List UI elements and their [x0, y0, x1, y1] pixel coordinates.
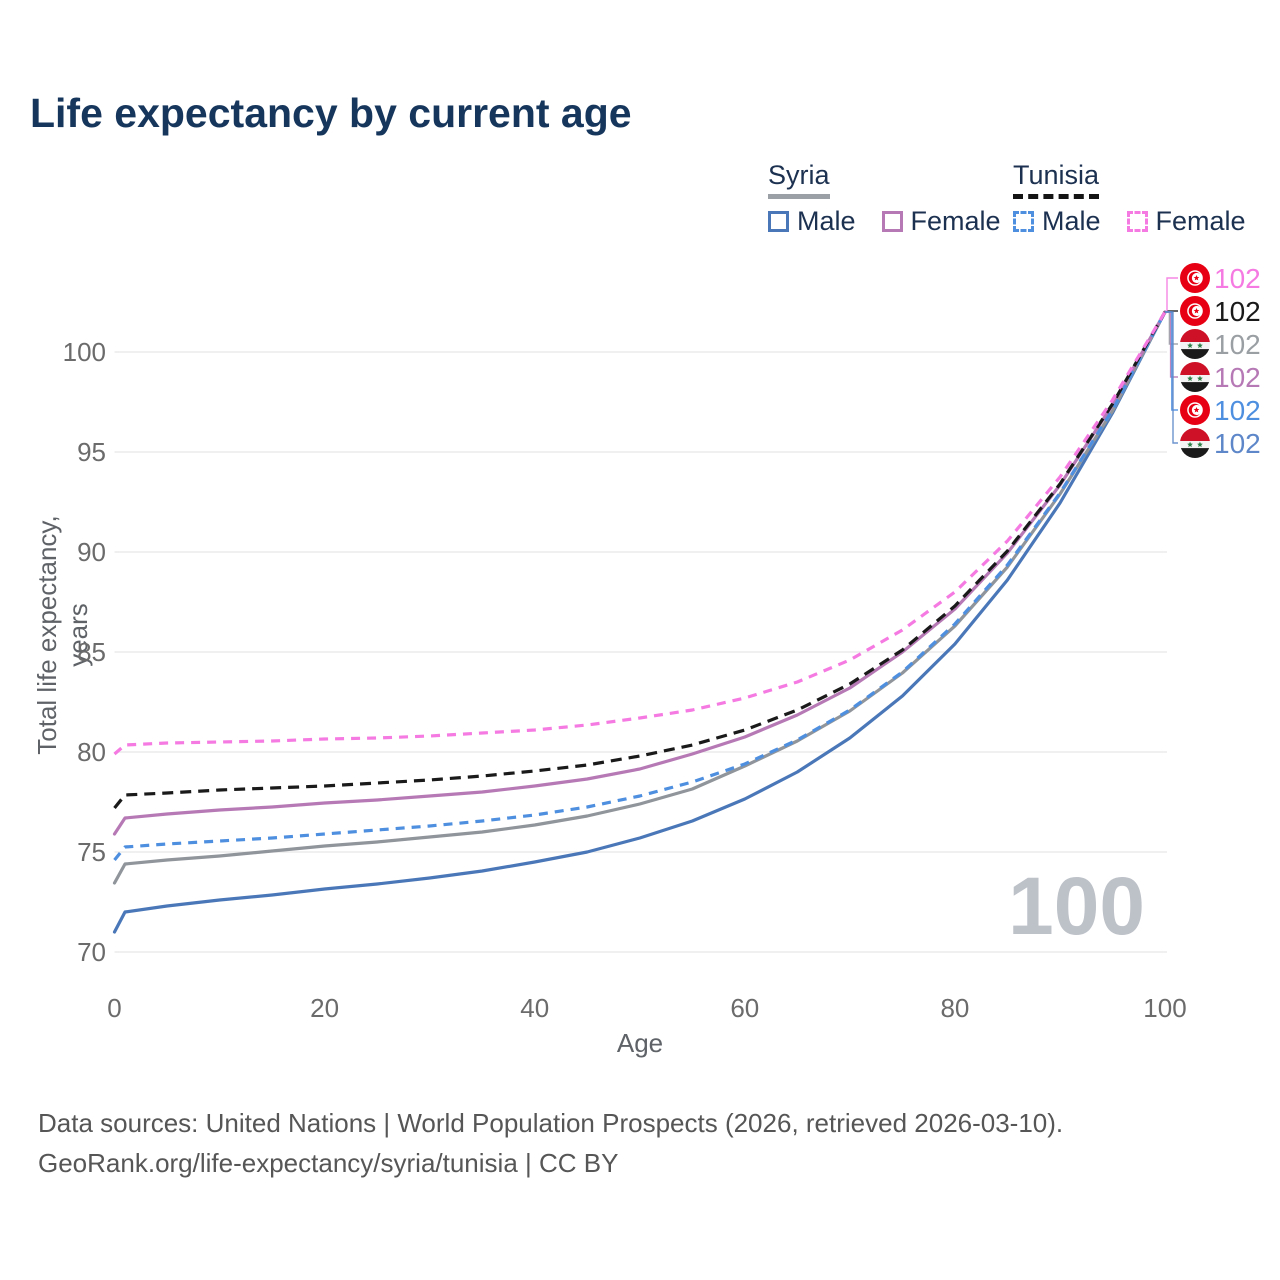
x-tick-label: 80	[940, 993, 969, 1023]
x-tick-label: 40	[520, 993, 549, 1023]
y-tick-label: 80	[77, 737, 106, 767]
legend-country-tunisia[interactable]: Tunisia	[1013, 160, 1100, 199]
tunisia-flag-icon	[1180, 263, 1210, 293]
gridlines: 70 75 80 85 90 95 100 0 20 40 60 80 100	[63, 337, 1187, 1023]
x-axis-title: Age	[616, 1028, 664, 1058]
end-label-tunisia-overall[interactable]: 102	[1180, 296, 1261, 327]
x-tick-label: 60	[730, 993, 759, 1023]
legend-item-label: Male	[797, 206, 856, 236]
footer-data-sources: Data sources: United Nations | World Pop…	[38, 1108, 1064, 1138]
x-tick-label: 0	[107, 993, 121, 1023]
footer-attribution: GeoRank.org/life-expectancy/syria/tunisi…	[38, 1148, 619, 1178]
end-label-value: 102	[1214, 329, 1261, 360]
tunisia-female-swatch-icon	[1126, 211, 1148, 232]
legend-item-tunisia-female[interactable]: Female	[1126, 206, 1246, 237]
y-tick-label: 100	[63, 337, 106, 367]
series-lines	[112, 310, 1167, 934]
end-label-value: 102	[1214, 395, 1261, 426]
x-tick-label: 20	[310, 993, 339, 1023]
x-tick-label: 100	[1143, 993, 1186, 1023]
tunisia-flag-icon	[1180, 395, 1210, 425]
series-line-tunisia-female[interactable]	[113, 311, 1167, 756]
end-label-syria-female[interactable]: 102	[1180, 362, 1261, 393]
legend-item-syria-male[interactable]: Male	[768, 206, 856, 237]
syria-flag-icon	[1180, 362, 1210, 392]
end-label-syria-overall[interactable]: 102	[1180, 329, 1261, 360]
legend-group-syria: Syria Male Female	[768, 160, 1001, 237]
end-label-tunisia-male[interactable]: 102	[1180, 395, 1261, 426]
legend-item-label: Female	[1155, 206, 1246, 236]
end-label-value: 102	[1214, 428, 1261, 459]
end-label-syria-male[interactable]: 102	[1180, 428, 1261, 459]
legend-group-tunisia: Tunisia Male Female	[1013, 160, 1246, 237]
end-label-value: 102	[1214, 263, 1261, 294]
syria-female-swatch-icon	[881, 211, 903, 232]
legend-item-tunisia-male[interactable]: Male	[1013, 206, 1101, 237]
legend-item-label: Female	[910, 206, 1001, 236]
end-label-value: 102	[1214, 362, 1261, 393]
leader-line	[1165, 311, 1178, 444]
syria-male-swatch-icon	[768, 211, 789, 232]
page-title: Life expectancy by current age	[30, 90, 632, 136]
y-tick-label: 85	[77, 637, 106, 667]
age-watermark: 100	[1008, 861, 1145, 952]
legend-item-label: Male	[1042, 206, 1101, 236]
series-line-tunisia-male[interactable]	[113, 311, 1167, 862]
y-tick-label: 90	[77, 537, 106, 567]
series-line-syria-male[interactable]	[112, 310, 1167, 934]
tunisia-male-swatch-icon	[1013, 211, 1034, 232]
syria-flag-icon	[1180, 428, 1210, 458]
y-tick-label: 95	[77, 437, 106, 467]
leader-line	[1165, 311, 1178, 411]
end-label-tunisia-female[interactable]: 102	[1180, 263, 1261, 294]
legend-item-syria-female[interactable]: Female	[881, 206, 1001, 237]
y-tick-label: 70	[77, 937, 106, 967]
legend-country-syria[interactable]: Syria	[768, 160, 830, 199]
series-line-syria-female[interactable]	[112, 310, 1167, 836]
y-tick-label: 75	[77, 837, 106, 867]
leader-line	[1165, 277, 1178, 313]
end-label-value: 102	[1214, 296, 1261, 327]
tunisia-flag-icon	[1180, 296, 1210, 326]
series-line-tunisia-overall[interactable]	[113, 311, 1167, 810]
syria-flag-icon	[1180, 329, 1210, 359]
